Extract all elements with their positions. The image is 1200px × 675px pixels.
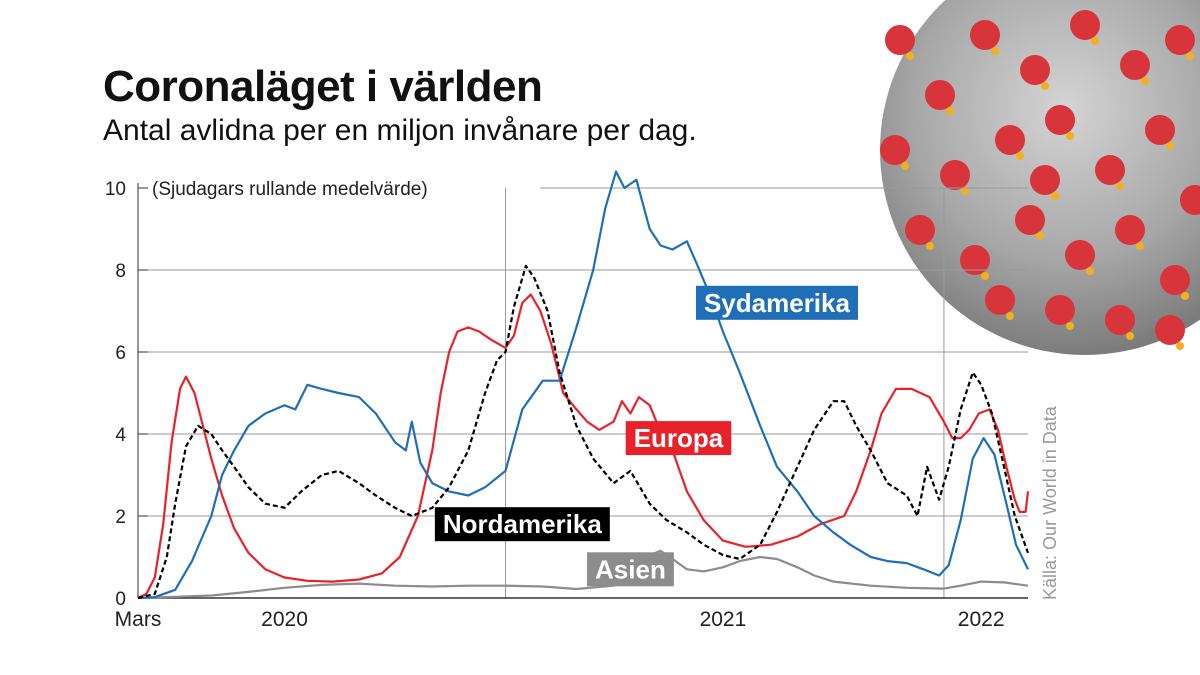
virus-dot [901, 162, 909, 170]
virus-spike [880, 135, 910, 165]
series-label-bg-nordamerika [434, 507, 610, 542]
virus-spike [1015, 205, 1045, 235]
virus-spike [1045, 105, 1075, 135]
virus-spike [1020, 55, 1050, 85]
virus-spike [885, 25, 915, 55]
virus-spike [995, 125, 1025, 155]
y-tick-label: 8 [115, 261, 126, 282]
virus-spike [985, 285, 1015, 315]
y-tick-label: 4 [115, 425, 126, 446]
virus-dot [1176, 342, 1184, 350]
series-label-bg-sydamerika [695, 285, 858, 320]
virus-dot [1136, 242, 1144, 250]
virus-dot [991, 47, 999, 55]
series-label-bg-europa [625, 421, 732, 456]
virus-spike [1180, 185, 1200, 215]
virus-spike [970, 20, 1000, 50]
virus-spike [1120, 50, 1150, 80]
virus-spike [960, 245, 990, 275]
virus-spike [1030, 165, 1060, 195]
virus-spike [925, 80, 955, 110]
virus-spike [940, 160, 970, 190]
series-line-sydamerika [137, 170, 1029, 600]
virus-spike [1115, 215, 1145, 245]
chart-subtitle: Antal avlidna per en miljon invånare per… [103, 114, 697, 147]
virus-spike [1065, 240, 1095, 270]
virus-dot [961, 187, 969, 195]
virus-spike [1165, 25, 1195, 55]
virus-dot [1126, 332, 1134, 340]
series-label-bg-asien [587, 552, 674, 587]
source-note: Källa: Our World in Data [1040, 406, 1060, 600]
virus-dot [926, 242, 934, 250]
x-tick-label: Mars [115, 608, 162, 631]
series-line-europa [137, 293, 1030, 599]
virus-dot [1006, 312, 1014, 320]
y-tick-label: 10 [105, 179, 126, 200]
virus-spike [1145, 115, 1175, 145]
series-line-nordamerika [137, 264, 1030, 600]
virus-dot [1141, 77, 1149, 85]
virus-dot [1116, 182, 1124, 190]
virus-dot [1066, 132, 1074, 140]
virus-spike [1070, 10, 1100, 40]
virus-dot [1091, 37, 1099, 45]
x-tick-label: 2020 [261, 608, 308, 631]
virus-spike [1105, 305, 1135, 335]
virus-spike [905, 215, 935, 245]
x-tick-label: 2021 [700, 608, 747, 631]
series-label-europa: Europa [634, 423, 724, 453]
virus-spike [1155, 315, 1185, 345]
series-label-nordamerika: Nordamerika [443, 509, 602, 539]
virus-dot [1166, 142, 1174, 150]
virus-dot [1181, 292, 1189, 300]
virus-dot [1186, 52, 1194, 60]
virus-dot [1036, 232, 1044, 240]
virus-spike [1045, 295, 1075, 325]
series-line-asien [137, 549, 1029, 600]
virus-dot [1086, 267, 1094, 275]
chart-title: Coronaläget i världen [103, 62, 543, 111]
series-label-sydamerika: Sydamerika [704, 288, 851, 318]
virus-spike [1160, 265, 1190, 295]
y-tick-label: 6 [115, 343, 126, 364]
chart-note: (Sjudagars rullande medelvärde) [152, 179, 428, 200]
x-tick-label: 2022 [958, 608, 1005, 631]
virus-dot [1066, 322, 1074, 330]
virus-spike [1095, 155, 1125, 185]
virus-dot [1051, 192, 1059, 200]
virus-dot [946, 107, 954, 115]
virus-dot [906, 52, 914, 60]
coronavirus-illustration [880, 0, 1200, 355]
virus-dot [1041, 82, 1049, 90]
y-tick-label: 2 [115, 507, 126, 528]
series-label-asien: Asien [595, 554, 666, 584]
y-tick-label: 0 [115, 589, 126, 610]
virus-dot [1016, 152, 1024, 160]
virus-dot [981, 272, 989, 280]
